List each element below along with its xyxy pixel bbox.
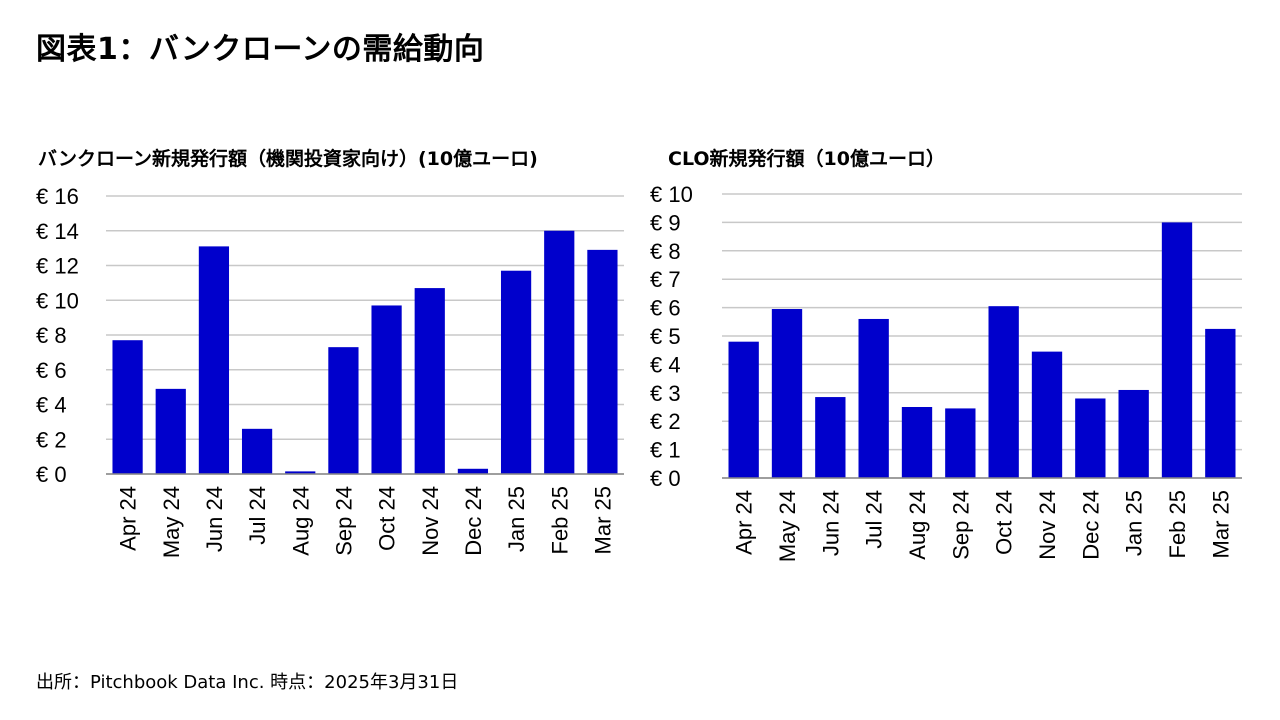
y-tick-label: € 4 — [36, 393, 67, 418]
bar-nov-24 — [414, 288, 445, 474]
bar-mar-25 — [587, 249, 618, 474]
bar-dec-24 — [1075, 398, 1106, 478]
x-category-label: Sep 24 — [948, 490, 973, 560]
bar-jan-25 — [500, 270, 532, 474]
x-category-label: Mar 25 — [590, 486, 615, 554]
y-tick-label: € 12 — [36, 254, 79, 279]
bar-jun-24 — [815, 397, 846, 478]
y-tick-label: € 8 — [36, 323, 67, 348]
y-tick-label: € 2 — [650, 409, 681, 434]
source-note: 出所：Pitchbook Data Inc. 時点：2025年3月31日 — [36, 672, 459, 693]
y-tick-label: € 6 — [36, 358, 67, 383]
y-tick-label: € 0 — [650, 466, 681, 491]
bar-feb-25 — [1161, 222, 1193, 478]
x-category-label: Jul 24 — [245, 486, 270, 545]
x-category-label: May 24 — [775, 490, 800, 562]
x-category-label: Feb 25 — [1165, 490, 1190, 559]
y-tick-label: € 7 — [650, 267, 681, 292]
bar-nov-24 — [1031, 351, 1063, 478]
chart-title-clo: CLO新規発行額（10億ユーロ） — [668, 148, 945, 170]
y-tick-label: € 3 — [650, 381, 681, 406]
x-category-label: May 24 — [159, 486, 184, 558]
bar-aug-24 — [285, 471, 316, 474]
bar-apr-24 — [112, 340, 143, 474]
y-tick-label: € 10 — [650, 182, 693, 207]
x-category-label: Jun 24 — [818, 490, 843, 556]
bar-oct-24 — [988, 306, 1019, 478]
chart-title-bank-loan: バンクローン新規発行額（機関投資家向け）(10億ユーロ) — [38, 148, 538, 170]
x-category-label: Jul 24 — [862, 490, 887, 549]
bar-oct-24 — [371, 305, 402, 474]
bar-apr-24 — [728, 341, 759, 478]
bar-sep-24 — [328, 347, 359, 474]
x-category-label: Apr 24 — [116, 486, 141, 551]
bar-may-24 — [771, 309, 803, 478]
y-tick-label: € 10 — [36, 288, 79, 313]
bar-jul-24 — [858, 318, 889, 478]
x-category-label: Apr 24 — [732, 490, 757, 555]
bar-dec-24 — [457, 468, 489, 474]
x-category-label: Aug 24 — [288, 486, 313, 556]
y-tick-label: € 16 — [36, 184, 79, 209]
x-category-label: Jan 25 — [1122, 490, 1147, 556]
x-category-label: Dec 24 — [1078, 490, 1103, 560]
x-category-label: Dec 24 — [461, 486, 486, 556]
y-tick-label: € 1 — [650, 438, 681, 463]
y-tick-label: € 6 — [650, 296, 681, 321]
y-tick-label: € 8 — [650, 239, 681, 264]
y-tick-label: € 5 — [650, 324, 681, 349]
bank-loan-issuance-chart: € 0 € 2 € 4 € 6 € 8 € 10 € 12 € 14 € 16 Apr 24 May… — [36, 184, 624, 558]
x-category-label: Oct 24 — [375, 486, 400, 551]
x-category-label: Oct 24 — [992, 490, 1017, 555]
x-category-label: Nov 24 — [418, 486, 443, 556]
bar-mar-25 — [1205, 328, 1236, 478]
y-tick-label: € 0 — [36, 462, 67, 487]
page-title: 図表1：バンクローンの需給動向 — [36, 32, 485, 67]
y-tick-label: € 9 — [650, 210, 681, 235]
bar-feb-25 — [544, 230, 575, 474]
bar-sep-24 — [945, 408, 976, 478]
bar-jan-25 — [1118, 389, 1149, 478]
x-category-label: Jan 25 — [504, 486, 529, 552]
y-tick-label: € 4 — [650, 352, 681, 377]
bar-aug-24 — [901, 407, 933, 478]
x-category-label: Feb 25 — [547, 486, 572, 555]
x-category-label: Aug 24 — [905, 490, 930, 560]
bar-may-24 — [155, 388, 186, 474]
bar-jul-24 — [241, 428, 273, 474]
x-category-label: Mar 25 — [1208, 490, 1233, 558]
x-category-label: Nov 24 — [1035, 490, 1060, 560]
bar-jun-24 — [198, 246, 230, 474]
x-category-label: Sep 24 — [331, 486, 356, 556]
y-tick-label: € 2 — [36, 427, 67, 452]
x-category-label: Jun 24 — [202, 486, 227, 552]
y-tick-label: € 14 — [36, 219, 79, 244]
